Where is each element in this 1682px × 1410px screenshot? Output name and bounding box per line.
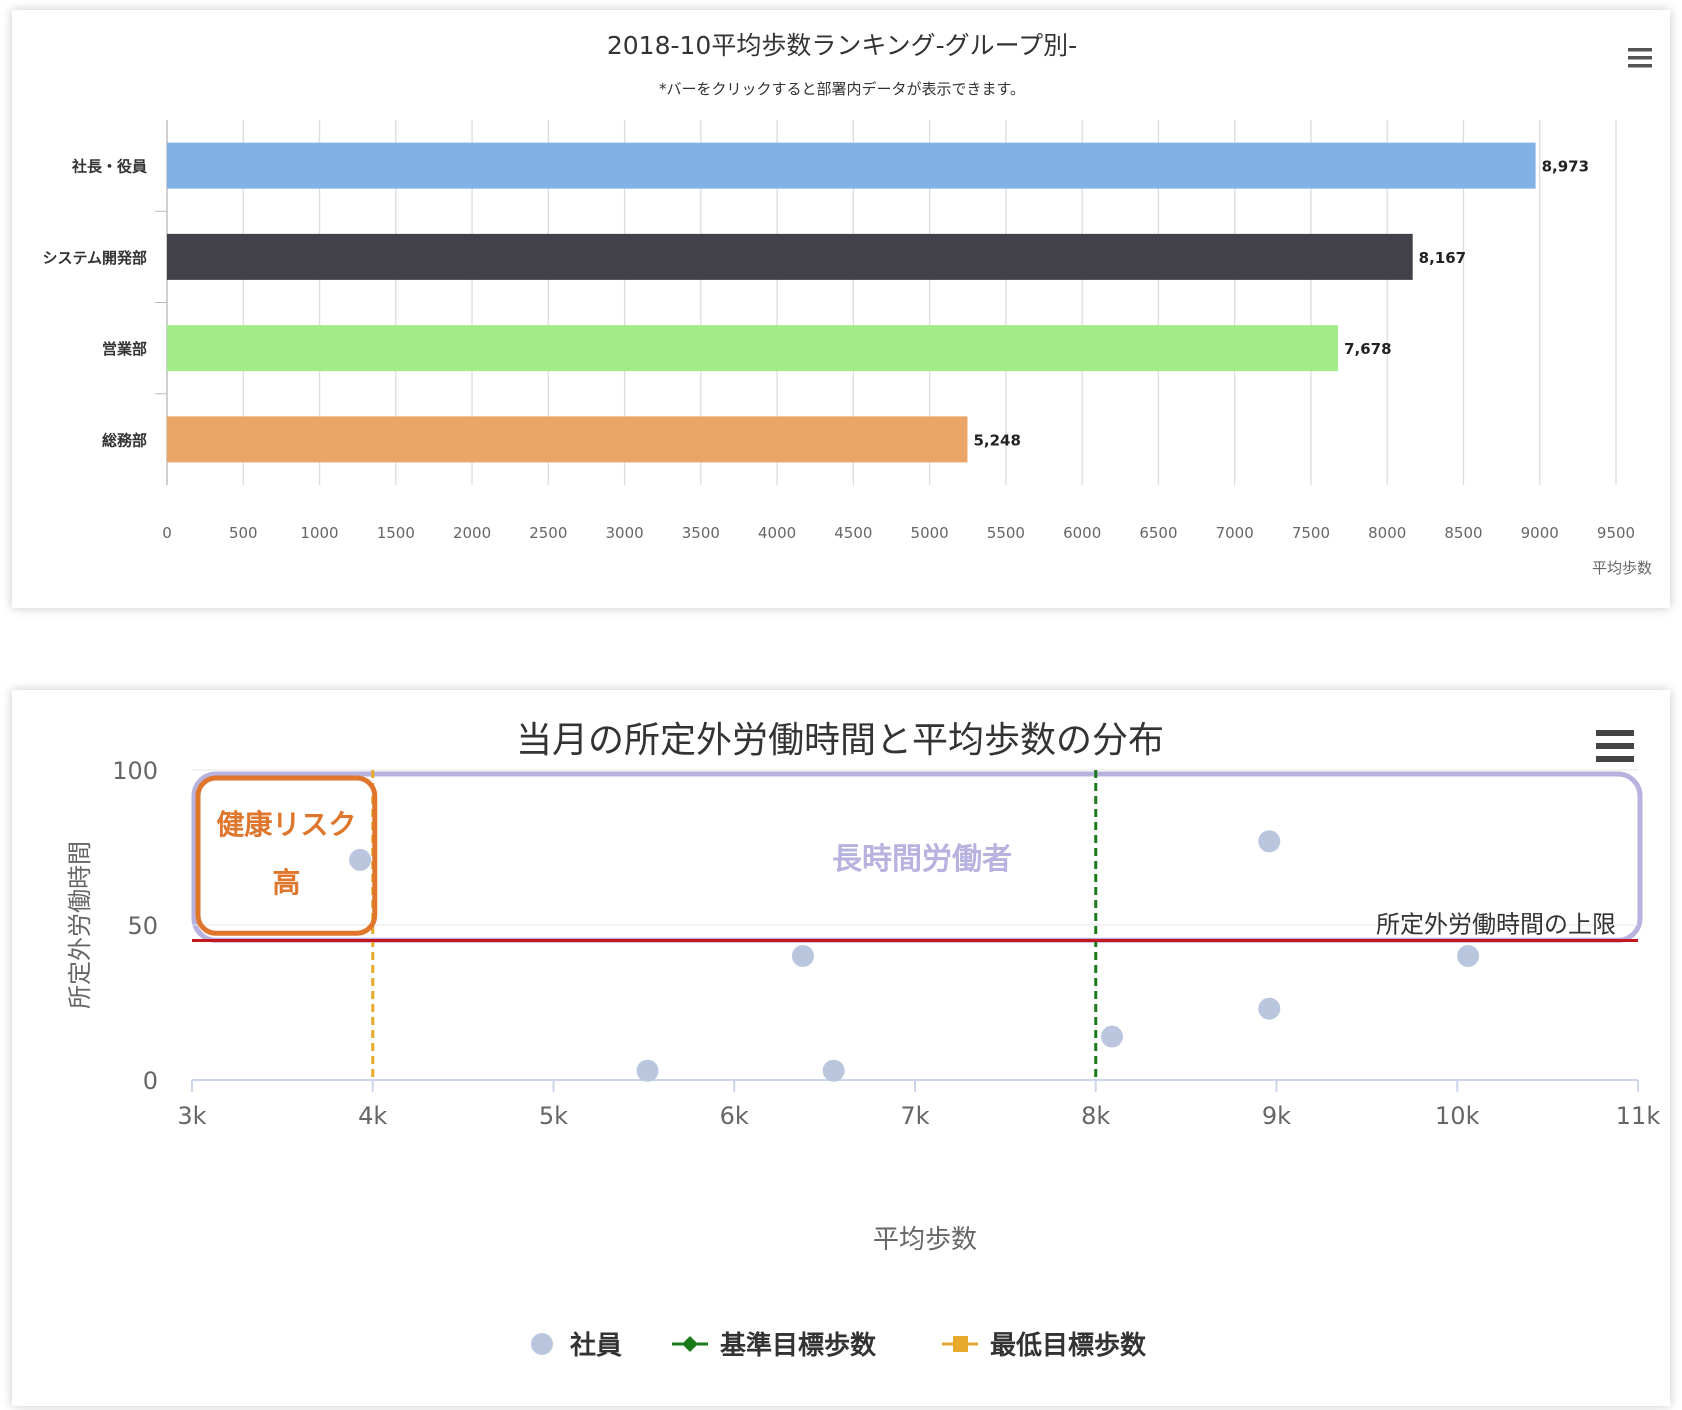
bar-x-tick-label: 4000 bbox=[758, 524, 796, 542]
bar-x-tick-label: 9000 bbox=[1521, 524, 1559, 542]
bar-x-tick-label: 3000 bbox=[605, 524, 643, 542]
scatter-x-tick-label: 6k bbox=[720, 1102, 749, 1130]
scatter-x-tick-label: 9k bbox=[1262, 1102, 1291, 1130]
scatter-point[interactable] bbox=[1101, 1025, 1124, 1048]
bar-x-tick-label: 0 bbox=[162, 524, 172, 542]
legend-item[interactable]: 社員 bbox=[531, 1330, 622, 1361]
bar-category-label: 営業部 bbox=[102, 340, 147, 358]
long-hours-label: 長時間労働者 bbox=[832, 842, 1012, 877]
bar-data-label: 5,248 bbox=[973, 431, 1020, 449]
scatter-x-tick-label: 5k bbox=[539, 1102, 568, 1130]
bar-x-axis: 0 500 1000 1500 2000 2500 3000 3500 4000 4500 5000… bbox=[162, 524, 1635, 542]
bar-x-tick-label: 9500 bbox=[1597, 524, 1635, 542]
scatter-x-tick-label: 7k bbox=[900, 1102, 929, 1130]
scatter-x-tick-label: 10k bbox=[1435, 1102, 1480, 1130]
scatter-point[interactable] bbox=[1258, 997, 1281, 1020]
scatter-series bbox=[349, 830, 1480, 1082]
bar-x-tick-label: 8000 bbox=[1368, 524, 1406, 542]
legend-square-icon bbox=[953, 1336, 968, 1352]
bar-data-label: 8,167 bbox=[1419, 249, 1466, 267]
scatter-x-tick-label: 3k bbox=[177, 1102, 206, 1130]
scatter-legend: 社員 基準目標歩数 最低目標歩数 bbox=[531, 1330, 1147, 1361]
scatter-chart-panel: 当月の所定外労働時間と平均歩数の分布 長時間労働者 3k 4k 5k 6k 7k 8k 9k… bbox=[12, 690, 1670, 1406]
bar-x-tick-label: 5500 bbox=[987, 524, 1025, 542]
scatter-point[interactable] bbox=[1457, 945, 1480, 967]
bar-data-label: 7,678 bbox=[1344, 340, 1391, 358]
legend-label: 基準目標歩数 bbox=[720, 1330, 877, 1361]
scatter-x-tick-label: 4k bbox=[358, 1102, 387, 1130]
legend-item[interactable]: 最低目標歩数 bbox=[942, 1331, 1147, 1361]
health-risk-region bbox=[195, 775, 378, 936]
bar-category-label: システム開発部 bbox=[42, 249, 147, 267]
bar-x-tick-label: 4500 bbox=[834, 524, 872, 542]
bar-x-tick-label: 500 bbox=[229, 524, 258, 542]
bar[interactable] bbox=[167, 142, 1536, 189]
scatter-point[interactable] bbox=[822, 1059, 845, 1082]
bar-x-tick-label: 1500 bbox=[377, 524, 415, 542]
bar-x-tick-label: 2500 bbox=[529, 524, 567, 542]
scatter-y-axis-label: 所定外労働時間 bbox=[66, 841, 94, 1009]
bar-x-tick-label: 3500 bbox=[682, 524, 720, 542]
bar[interactable] bbox=[167, 325, 1339, 372]
bar-x-tick-label: 7000 bbox=[1216, 524, 1254, 542]
legend-label: 社員 bbox=[570, 1330, 622, 1361]
bar-x-tick-label: 5000 bbox=[911, 524, 949, 542]
bar-chart-title: 2018-10平均歩数ランキング-グループ別- bbox=[607, 31, 1077, 60]
bar-data-label: 8,973 bbox=[1542, 158, 1589, 176]
scatter-x-tick-label: 11k bbox=[1616, 1102, 1661, 1130]
scatter-x-tick-label: 8k bbox=[1081, 1102, 1110, 1130]
scatter-chart: 当月の所定外労働時間と平均歩数の分布 長時間労働者 3k 4k 5k 6k 7k 8k 9k… bbox=[66, 720, 1661, 1361]
bar-chart-subtitle: *バーをクリックすると部署内データが表示できます。 bbox=[659, 80, 1025, 98]
bar-chart: 2018-10平均歩数ランキング-グループ別- *バーをクリックすると部署内デー… bbox=[42, 31, 1652, 577]
scatter-point[interactable] bbox=[636, 1059, 659, 1082]
overtime-limit-label: 所定外労働時間の上限 bbox=[1376, 911, 1616, 939]
bar-series: 8,973 8,167 7,678 5,248 bbox=[167, 142, 1589, 463]
bar-chart-panel: 2018-10平均歩数ランキング-グループ別- *バーをクリックすると部署内デー… bbox=[12, 10, 1670, 608]
scatter-y-tick-label: 50 bbox=[127, 912, 158, 940]
bar-x-tick-label: 6500 bbox=[1139, 524, 1177, 542]
bar-x-tick-label: 1000 bbox=[300, 524, 338, 542]
bar-category-label: 総務部 bbox=[102, 431, 147, 449]
scatter-point[interactable] bbox=[349, 848, 372, 871]
bar[interactable] bbox=[167, 233, 1413, 280]
scatter-chart-title: 当月の所定外労働時間と平均歩数の分布 bbox=[516, 720, 1164, 761]
bar-x-tick-label: 6000 bbox=[1063, 524, 1101, 542]
scatter-point[interactable] bbox=[1258, 830, 1281, 853]
scatter-x-axis-label: 平均歩数 bbox=[873, 1225, 977, 1255]
health-risk-label: 健康リスク bbox=[216, 808, 356, 841]
bar-x-axis-label: 平均歩数 bbox=[1592, 559, 1652, 577]
bar-category-label: 社長・役員 bbox=[71, 158, 147, 176]
hamburger-menu-icon[interactable] bbox=[1596, 730, 1634, 762]
scatter-y-tick-label: 100 bbox=[112, 757, 158, 785]
bar[interactable] bbox=[167, 416, 968, 463]
scatter-y-tick-label: 0 bbox=[143, 1067, 158, 1095]
bar-x-tick-label: 7500 bbox=[1292, 524, 1330, 542]
bar-x-tick-label: 2000 bbox=[453, 524, 491, 542]
scatter-point[interactable] bbox=[791, 945, 814, 967]
hamburger-menu-icon[interactable] bbox=[1628, 48, 1652, 68]
legend-diamond-icon bbox=[682, 1336, 698, 1352]
legend-item[interactable]: 基準目標歩数 bbox=[672, 1330, 877, 1361]
health-risk-label: 高 bbox=[272, 866, 300, 899]
legend-label: 最低目標歩数 bbox=[990, 1331, 1147, 1361]
legend-circle-icon bbox=[531, 1333, 553, 1355]
bar-x-tick-label: 8500 bbox=[1444, 524, 1482, 542]
